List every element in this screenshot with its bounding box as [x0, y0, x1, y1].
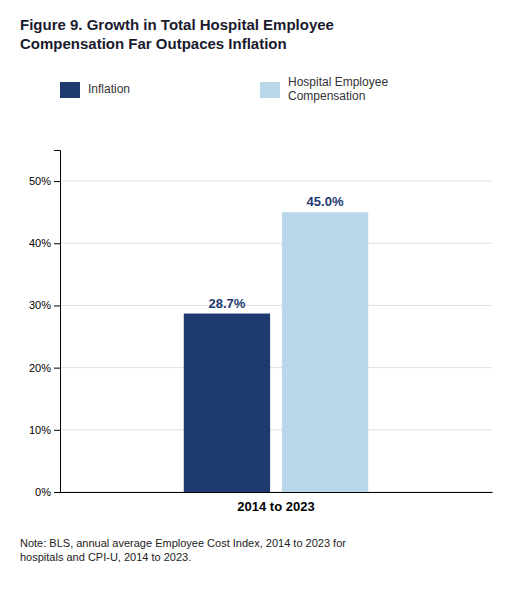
grid-line — [60, 305, 492, 306]
y-tick-mark — [54, 305, 60, 306]
grid-line — [60, 429, 492, 430]
chart: Figure 9. Growth in Total Hospital Emplo… — [0, 0, 522, 592]
annotation: Note: BLS, annual average Employee Cost … — [20, 537, 346, 563]
legend-swatch — [60, 82, 80, 98]
legend: Inflation Hospital EmployeeCompensation — [60, 75, 388, 103]
grid-line — [60, 243, 492, 244]
plot: 0% 10% 20% 30% 40% 50% 2014 to 2023 28.7% 45.0% — [29, 151, 493, 515]
y-tick-label: 10% — [29, 424, 51, 436]
y-tick-mark — [54, 181, 60, 182]
y-tick-mark — [54, 492, 60, 493]
y-tick-label: 0% — [35, 486, 51, 498]
y-tick-mark — [54, 430, 60, 431]
y-tick-mark — [54, 368, 60, 369]
legend-label: Hospital EmployeeCompensation — [288, 75, 388, 103]
y-tick: 50% — [29, 175, 60, 187]
legend-swatch — [260, 82, 280, 98]
x-axis: 2014 to 2023 — [61, 493, 493, 515]
y-tick: 20% — [29, 362, 60, 374]
title: Figure 9. Growth in Total Hospital Emplo… — [20, 16, 334, 52]
data-label: 28.7% — [209, 296, 246, 311]
bars — [184, 212, 368, 492]
x-tick: 2014 to 2023 — [237, 499, 314, 514]
y-tick-label: 30% — [29, 299, 51, 311]
bar — [184, 314, 270, 492]
x-tick-label: 2014 to 2023 — [237, 499, 314, 514]
legend-item: Inflation — [60, 82, 130, 98]
y-tick-label: 40% — [29, 237, 51, 249]
bar — [282, 212, 368, 492]
y-axis: 0% 10% 20% 30% 40% 50% — [29, 151, 61, 499]
y-tick-label: 20% — [29, 362, 51, 374]
grid-line — [60, 181, 492, 182]
grid-line — [60, 367, 492, 368]
data-label: 45.0% — [307, 194, 344, 209]
y-axis-line — [54, 151, 61, 493]
legend-label: Inflation — [88, 82, 130, 96]
y-tick-label: 50% — [29, 175, 51, 187]
y-tick: 30% — [29, 299, 60, 311]
x-axis-line — [61, 492, 493, 493]
y-tick: 0% — [35, 486, 60, 498]
y-tick-mark — [54, 243, 60, 244]
grid-line — [60, 492, 492, 493]
data-labels: 28.7% 45.0% — [209, 194, 344, 310]
legend-item: Hospital EmployeeCompensation — [260, 75, 388, 103]
grid — [60, 181, 492, 492]
y-tick: 40% — [29, 237, 60, 249]
y-tick: 10% — [29, 424, 60, 436]
